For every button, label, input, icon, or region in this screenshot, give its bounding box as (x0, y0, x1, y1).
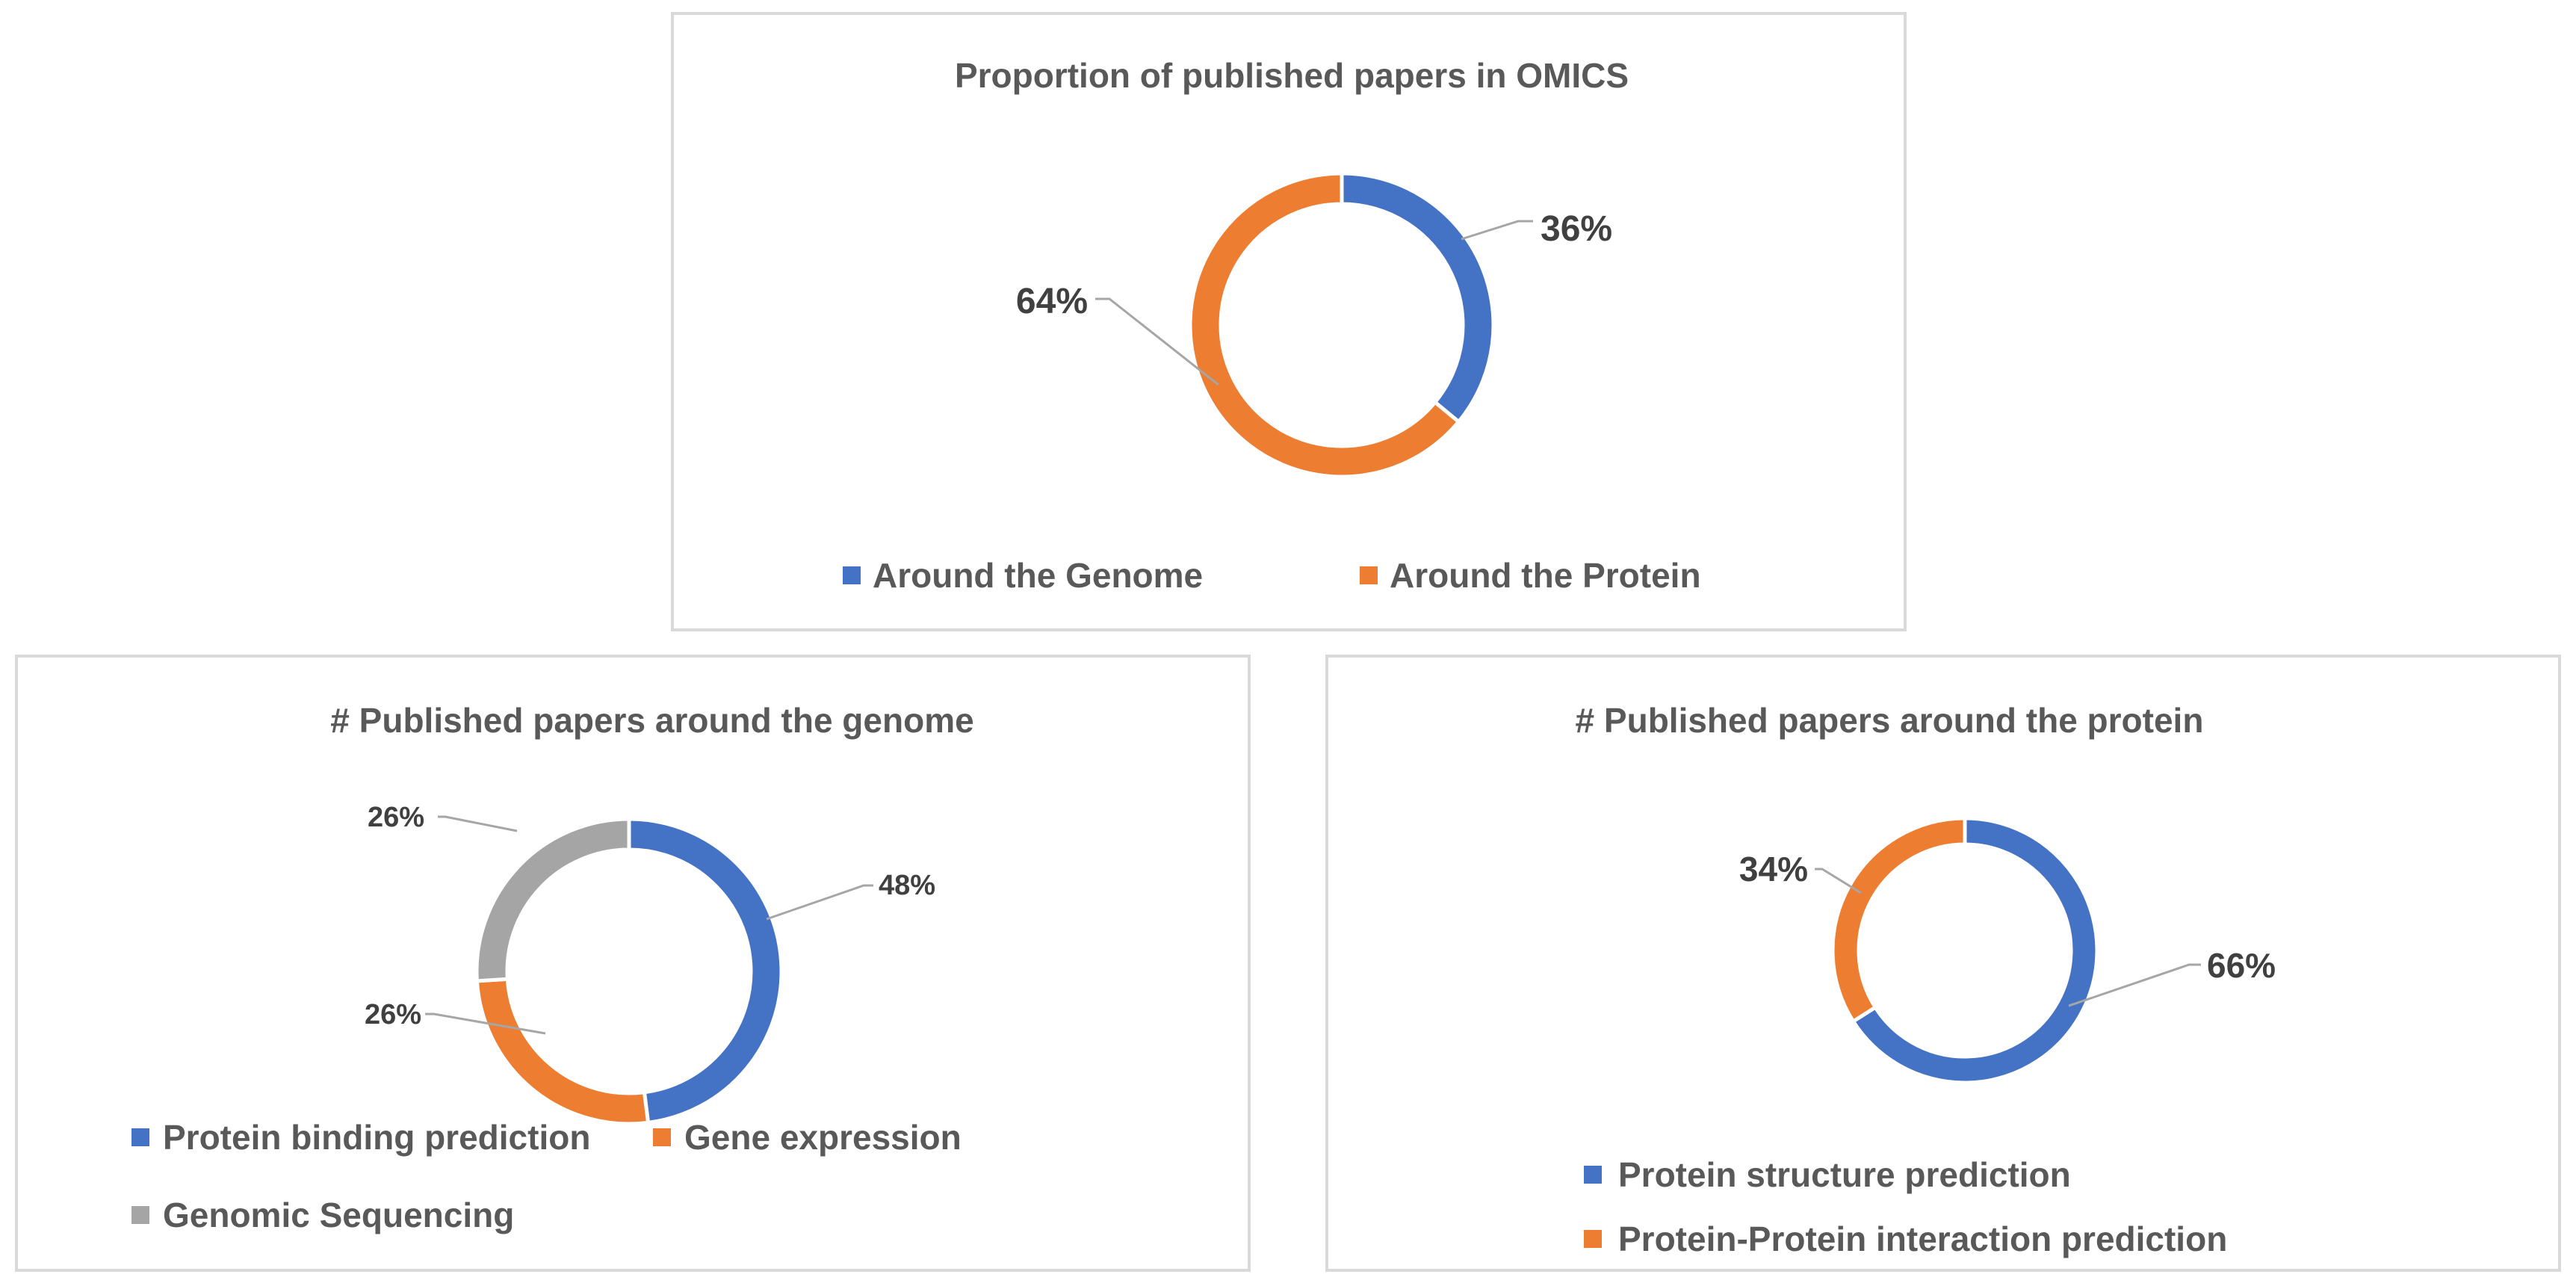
donut-slices (474, 817, 784, 1126)
legend-entry: Protein structure prediction (1618, 1155, 2071, 1194)
chart-protein-papers-svg: # Published papers around the protein 66… (1576, 701, 2276, 1258)
chart-omics-proportion: Proportion of published papers in OMICS … (671, 12, 1907, 631)
donut-slice (627, 817, 784, 1125)
leader-line (1095, 297, 1219, 386)
data-labels: 66% 34% (1739, 850, 2276, 1007)
legend: Protein binding prediction Gene expressi… (131, 1118, 962, 1234)
legend-entry: Gene expression (684, 1118, 962, 1157)
data-label: 66% (2207, 946, 2276, 985)
data-label: 64% (1016, 282, 1088, 321)
leader-line (425, 1013, 546, 1035)
donut-slice (1830, 816, 1967, 1024)
legend-swatch (1360, 566, 1378, 584)
data-label: 26% (365, 999, 421, 1030)
legend-swatch (653, 1128, 671, 1146)
donut-slices (1830, 816, 2099, 1085)
data-label: 34% (1739, 850, 1808, 888)
chart-title: # Published papers around the protein (1576, 701, 2204, 740)
data-label: 48% (879, 870, 935, 901)
chart-omics-proportion-svg: Proportion of published papers in OMICS … (843, 56, 1701, 595)
leader-line (2068, 963, 2201, 1007)
legend-entry: Around the Genome (873, 556, 1203, 595)
legend-swatch (1584, 1166, 1602, 1184)
legend-entry: Genomic Sequencing (163, 1196, 514, 1234)
data-label: 26% (368, 802, 424, 833)
leader-line (766, 884, 873, 921)
donut-slices (1188, 171, 1496, 479)
donut-slice (1188, 171, 1461, 479)
data-labels: 48% 26% 26% (365, 802, 935, 1035)
legend: Around the Genome Around the Protein (843, 556, 1701, 595)
legend-entry: Around the Protein (1390, 556, 1701, 595)
leader-line (1815, 868, 1862, 894)
legend-swatch (131, 1206, 149, 1224)
chart-title: # Published papers around the genome (330, 701, 973, 740)
data-label: 36% (1541, 209, 1612, 249)
chart-protein-papers: # Published papers around the protein 66… (1325, 655, 2561, 1272)
donut-slice (474, 817, 631, 983)
legend-swatch (843, 566, 861, 584)
legend-swatch (131, 1128, 149, 1146)
data-labels: 36% 64% (1016, 209, 1612, 386)
legend-entry: Protein binding prediction (163, 1118, 590, 1157)
legend-swatch (1584, 1230, 1602, 1248)
donut-slice (1851, 816, 2099, 1085)
leader-line (438, 815, 518, 832)
legend-entry: Protein-Protein interaction prediction (1618, 1219, 2227, 1258)
legend: Protein structure prediction Protein-Pro… (1584, 1155, 2227, 1258)
donut-slice (1340, 171, 1496, 424)
leader-line (1461, 220, 1533, 241)
chart-genome-papers-svg: # Published papers around the genome 48%… (131, 701, 974, 1234)
chart-title: Proportion of published papers in OMICS (955, 56, 1629, 95)
donut-slice (474, 977, 651, 1126)
chart-genome-papers: # Published papers around the genome 48%… (15, 655, 1251, 1272)
